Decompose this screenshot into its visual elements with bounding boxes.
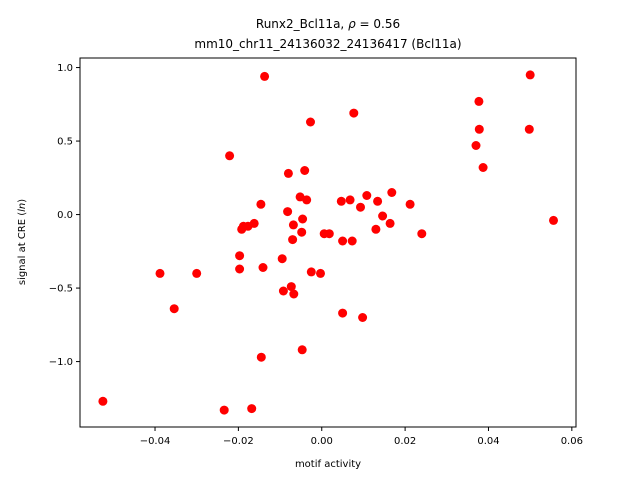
data-point-17	[277, 254, 287, 264]
data-point-55	[478, 163, 488, 172]
data-point-49	[387, 188, 397, 197]
data-point-30	[302, 195, 312, 205]
data-point-44	[362, 191, 372, 200]
data-point-14	[256, 352, 266, 362]
data-point-40	[347, 236, 357, 246]
data-point-27	[297, 345, 307, 355]
data-point-33	[316, 268, 325, 278]
data-point-21	[286, 282, 296, 292]
data-point-38	[338, 308, 348, 318]
data-point-51	[417, 229, 427, 239]
data-point-24	[289, 289, 299, 299]
data-point-41	[349, 108, 359, 118]
x-axis-ticks: −0.04 −0.02 0.00 0.02 0.04 0.06	[140, 427, 583, 447]
data-point-46	[373, 196, 383, 206]
data-point-39	[345, 195, 355, 205]
data-point-54	[474, 124, 484, 134]
data-point-37	[338, 236, 348, 246]
data-point-32	[306, 267, 316, 277]
data-point-53	[474, 96, 484, 106]
data-point-36	[336, 196, 346, 206]
x-tick-label: 0.04	[477, 436, 499, 447]
y-tick-label: 1.0	[57, 63, 73, 74]
y-tick-label: 0.5	[57, 137, 73, 148]
data-point-13	[256, 199, 266, 209]
data-point-11	[247, 404, 257, 414]
data-point-52	[471, 141, 481, 150]
data-point-18	[278, 286, 288, 296]
data-points	[98, 70, 558, 415]
x-tick-label: −0.02	[223, 436, 254, 447]
y-tick-label: −0.5	[49, 284, 73, 295]
data-point-5	[225, 151, 235, 161]
data-point-15	[258, 263, 268, 272]
data-point-26	[297, 227, 307, 237]
data-point-23	[288, 220, 298, 230]
data-point-4	[219, 405, 229, 415]
data-point-50	[405, 199, 415, 209]
y-axis-label: signal at CRE (ln)	[17, 199, 28, 285]
y-tick-label: −1.0	[49, 357, 73, 368]
data-point-19	[283, 207, 293, 217]
chart-title-line2: mm10_chr11_24136032_24136417 (Bcl11a)	[194, 37, 461, 51]
data-point-47	[378, 211, 388, 221]
data-point-28	[298, 214, 308, 224]
data-point-22	[288, 235, 298, 245]
data-point-3	[192, 268, 202, 278]
chart-title-line1: Runx2_Bcl11a, ρ = 0.56	[256, 17, 400, 31]
data-point-6	[235, 251, 245, 261]
x-tick-label: −0.04	[140, 436, 171, 447]
data-point-20	[283, 168, 293, 178]
y-tick-label: 0.0	[57, 210, 73, 221]
data-point-45	[371, 224, 381, 234]
data-point-31	[306, 117, 315, 127]
data-point-1	[155, 268, 165, 278]
x-tick-label: 0.06	[561, 436, 583, 447]
x-tick-label: 0.00	[311, 436, 333, 447]
data-point-56	[524, 124, 534, 134]
data-point-57	[525, 70, 535, 80]
data-point-12	[249, 218, 259, 228]
data-point-0	[98, 396, 108, 406]
data-point-43	[358, 313, 368, 322]
data-point-48	[385, 218, 395, 228]
data-point-35	[324, 229, 334, 239]
x-tick-label: 0.02	[394, 436, 416, 447]
y-axis-ticks: −1.0 −0.5 0.0 0.5 1.0	[49, 63, 80, 368]
data-point-58	[549, 215, 558, 225]
plot-area-frame	[79, 57, 577, 428]
data-point-2	[169, 304, 179, 314]
x-axis-label: motif activity	[295, 459, 361, 470]
data-point-16	[260, 71, 270, 81]
data-point-42	[356, 202, 365, 212]
data-point-7	[235, 264, 245, 274]
data-point-29	[300, 166, 310, 175]
